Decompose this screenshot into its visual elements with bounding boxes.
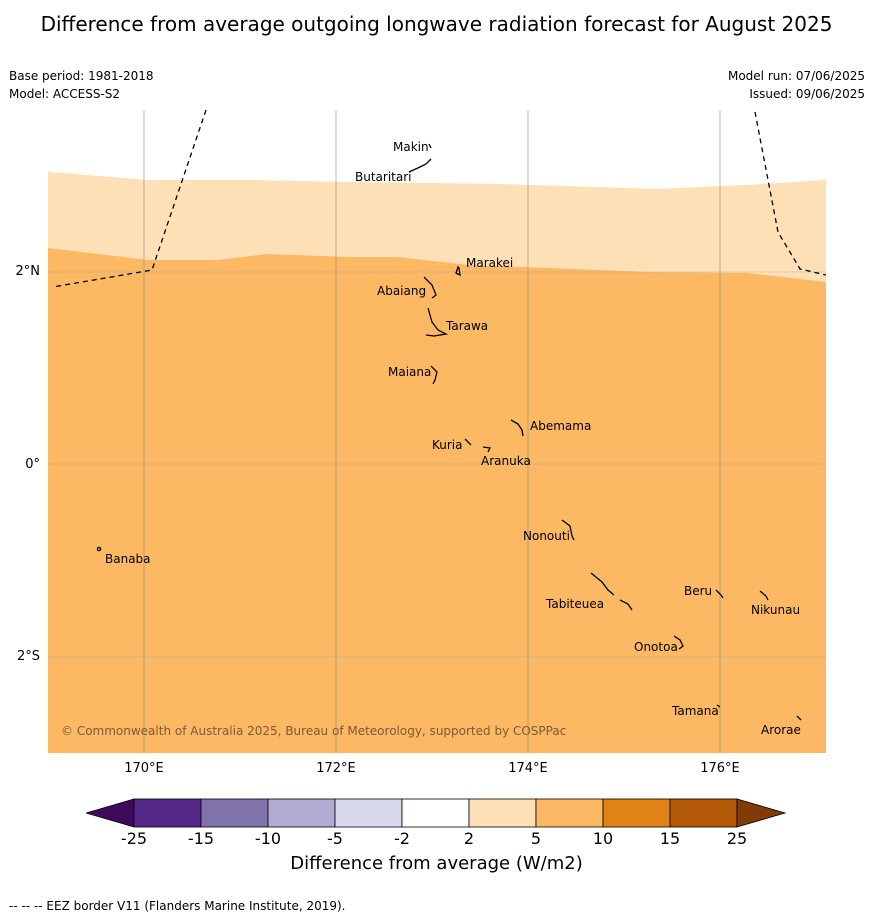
map-title: Difference from average outgoing longwav… <box>40 12 833 36</box>
island-abaiang <box>423 276 437 299</box>
colorbar-tick-label: 25 <box>726 829 748 848</box>
place-label-onotoa: Onotoa <box>634 640 678 654</box>
colorbar-segment <box>401 798 470 828</box>
island-nonouti <box>561 519 575 541</box>
base-period: Base period: 1981-2018 <box>9 69 154 83</box>
place-label-makin: Makin <box>393 140 429 154</box>
island-arorae <box>796 715 802 721</box>
lat-label-2n: 2°N <box>15 264 41 279</box>
colorbar-tick-label: -25 <box>120 829 148 848</box>
colorbar-segments <box>86 798 787 828</box>
place-label-nikunau: Nikunau <box>751 603 801 617</box>
place-label-tamana: Tamana <box>672 704 719 718</box>
colorbar-segment <box>535 798 604 828</box>
place-label-butaritari: Butaritari <box>355 170 412 184</box>
colorbar-segment <box>602 798 671 828</box>
colorbar-tick-label: 2 <box>463 829 475 848</box>
model-name: Model: ACCESS-S2 <box>9 87 121 101</box>
meta-left: Base period: 1981-2018 Model: ACCESS-S2 <box>9 67 154 103</box>
place-label-abaiang: Abaiang <box>377 284 427 298</box>
island-onotoa <box>673 635 684 650</box>
island-maiana <box>430 365 438 385</box>
place-label-nonouti: Nonouti <box>523 529 570 543</box>
island-tabiteuea <box>590 572 633 611</box>
island-beru <box>715 589 724 599</box>
place-label-kuria: Kuria <box>432 438 463 452</box>
island-nikunau <box>759 590 769 601</box>
place-label-arorae: Arorae <box>761 723 801 737</box>
colorbar-extend-low <box>86 798 135 828</box>
islands <box>96 143 802 721</box>
lat-label-2s: 2°S <box>16 649 40 664</box>
colorbar-tick-label: -10 <box>254 829 282 848</box>
colorbar-segment <box>334 798 403 828</box>
place-label-banaba: Banaba <box>105 552 151 566</box>
colorbar-tick-label: -15 <box>187 829 215 848</box>
colorbar-segment <box>133 798 202 828</box>
colorbar-extend-high <box>736 798 787 828</box>
island-tamana <box>716 704 721 708</box>
colorbar-segment <box>669 798 738 828</box>
place-label-tabiteuea: Tabiteuea <box>546 597 605 611</box>
place-label-aranuka: Aranuka <box>481 454 531 468</box>
place-label-marakei: Marakei <box>466 256 514 270</box>
colorbar-tick-label: -5 <box>327 829 343 848</box>
issued-date: Issued: 09/06/2025 <box>749 87 865 101</box>
graticule <box>48 110 826 753</box>
place-label-beru: Beru <box>684 584 713 598</box>
anomaly-band-neutral <box>48 110 826 189</box>
island-kuria <box>464 438 472 446</box>
colorbar-tick-label: 15 <box>659 829 681 848</box>
place-label-abemama: Abemama <box>530 419 592 433</box>
island-abemama <box>510 419 524 437</box>
colorbar-segment <box>200 798 269 828</box>
colorbar-segment <box>267 798 336 828</box>
copyright-notice: © Commonwealth of Australia 2025, Bureau… <box>61 724 567 738</box>
lon-label-174e: 174°E <box>508 761 548 776</box>
island-butaritari <box>408 158 432 173</box>
lon-label-176e: 176°E <box>700 761 740 776</box>
place-label-tarawa: Tarawa <box>446 319 489 333</box>
colorbar-tick-label: -2 <box>394 829 410 848</box>
island-banaba <box>96 546 102 552</box>
colorbar-label: Difference from average (W/m2) <box>290 853 583 874</box>
anomaly-band-2-5 <box>48 172 826 282</box>
colorbar <box>86 798 787 828</box>
lon-label-172e: 172°E <box>316 761 356 776</box>
island-marakei <box>455 265 461 277</box>
model-run: Model run: 07/06/2025 <box>727 69 865 83</box>
forecast-map <box>48 110 826 753</box>
lon-label-170e: 170°E <box>124 761 164 776</box>
island-aranuka <box>482 446 491 453</box>
place-label-maiana: Maiana <box>388 365 432 379</box>
colorbar-tick-label: 5 <box>530 829 542 848</box>
island-tarawa <box>425 307 449 337</box>
eez-border <box>52 110 826 288</box>
island-makin <box>428 143 432 149</box>
eez-legend-note: -- -- -- EEZ border V11 (Flanders Marine… <box>9 899 346 913</box>
colorbar-tick-label: 10 <box>592 829 614 848</box>
lat-label-0: 0° <box>25 457 40 472</box>
colorbar-segment <box>468 798 537 828</box>
meta-right: Model run: 07/06/2025 Issued: 09/06/2025 <box>728 67 865 103</box>
